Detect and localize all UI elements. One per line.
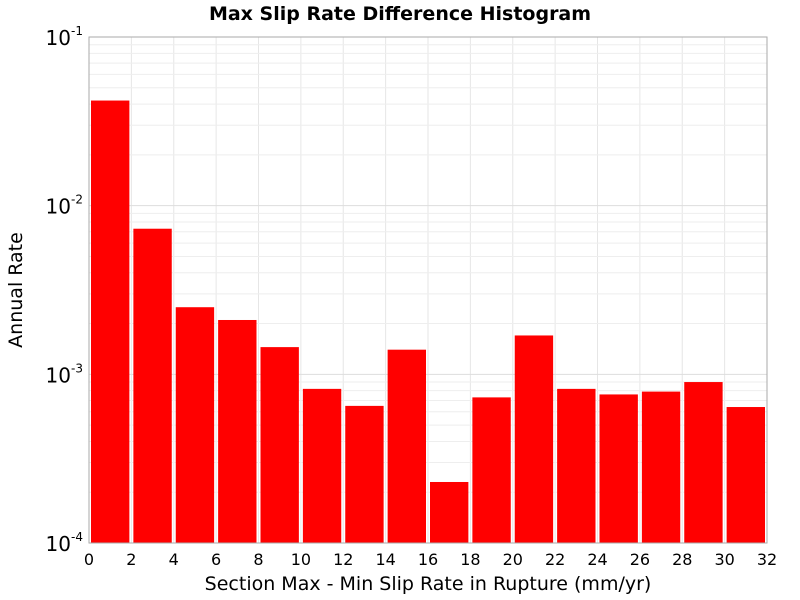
bars <box>91 100 765 543</box>
y-tick-exponent: -3 <box>71 361 83 375</box>
x-tick-label: 16 <box>418 550 438 569</box>
x-tick-label: 24 <box>587 550 607 569</box>
x-tick-label: 26 <box>630 550 650 569</box>
x-tick-label: 12 <box>333 550 353 569</box>
y-axis-label: Annual Rate <box>5 232 27 348</box>
x-tick-label: 30 <box>714 550 734 569</box>
x-axis-label: Section Max - Min Slip Rate in Rupture (… <box>205 573 652 595</box>
histogram-bar <box>260 347 299 543</box>
histogram-bar <box>175 307 215 543</box>
x-tick-label: 32 <box>757 550 777 569</box>
histogram-bar <box>91 100 130 543</box>
histogram-bar <box>726 407 765 543</box>
histogram-bar <box>430 481 469 543</box>
x-tick-label: 2 <box>126 550 136 569</box>
y-tick-label: 10 <box>46 195 71 219</box>
x-tick-label: 20 <box>503 550 523 569</box>
x-tick-label: 10 <box>291 550 311 569</box>
x-tick-label: 28 <box>672 550 692 569</box>
histogram-bar <box>557 388 596 543</box>
x-tick-label: 0 <box>84 550 94 569</box>
x-tick-label: 4 <box>169 550 179 569</box>
histogram-bar <box>133 228 172 543</box>
x-tick-label: 6 <box>211 550 221 569</box>
y-tick-label: 10 <box>46 532 71 556</box>
x-tick-label: 18 <box>460 550 480 569</box>
y-tick-label: 10 <box>46 363 71 387</box>
histogram-bar <box>641 391 681 543</box>
y-tick-exponent: -1 <box>71 24 83 38</box>
y-tick-label: 10 <box>46 26 71 50</box>
plot-border <box>88 36 768 544</box>
chart-title: Max Slip Rate Difference Histogram <box>209 3 591 25</box>
x-axis-ticks: 0 2 4 6 8 10 12 14 16 18 20 22 24 26 28 30 32 <box>84 550 777 569</box>
histogram-bar <box>514 335 554 543</box>
histogram-bar <box>684 382 723 543</box>
y-tick-exponent: -4 <box>71 530 83 544</box>
x-tick-label: 22 <box>545 550 565 569</box>
x-tick-label: 14 <box>375 550 395 569</box>
histogram-bar <box>302 388 342 543</box>
histogram-bar <box>345 405 384 543</box>
y-tick-exponent: -2 <box>71 193 83 207</box>
x-tick-label: 8 <box>253 550 263 569</box>
histogram-bar <box>218 319 257 543</box>
histogram-bar <box>387 349 426 543</box>
histogram-bar <box>472 397 511 543</box>
histogram-bar <box>599 394 638 543</box>
y-axis-ticks: 10-410-310-210-1 <box>46 24 83 556</box>
